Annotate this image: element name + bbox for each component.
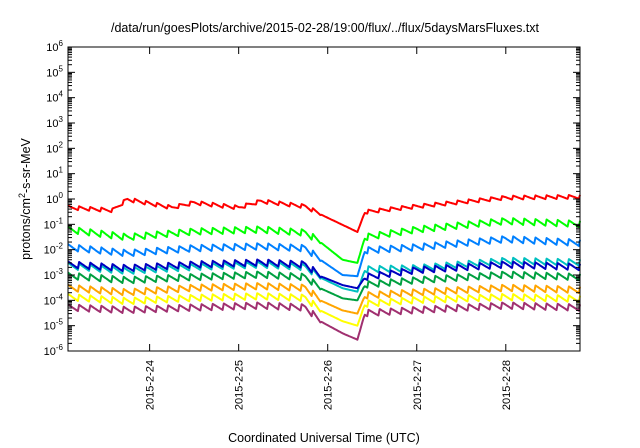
x-tick-label: 2015-2-25 [234, 360, 246, 410]
y-tick-label: 106 [46, 39, 63, 54]
y-axis-label: protons/cm2-s-sr-MeV [17, 137, 33, 259]
x-axis-label: Coordinated Universal Time (UTC) [228, 431, 420, 445]
y-tick-label: 104 [46, 90, 63, 105]
x-tick-label: 2015-2-28 [501, 360, 513, 410]
series-line-2 [67, 217, 581, 264]
y-tick-label: 100 [46, 191, 63, 206]
y-tick-label: 10-2 [44, 242, 64, 257]
y-tick-label: 103 [46, 115, 63, 130]
series-line-8 [67, 292, 581, 327]
series-line-6 [67, 270, 581, 302]
y-axis: 10-6 10-5 10-4 10-3 10-2 10-1 100 101 102 103 104 1… [44, 39, 580, 358]
x-tick-label: 2015-2-26 [323, 360, 335, 410]
x-tick-label: 2015-2-27 [412, 360, 424, 410]
series-line-7 [67, 282, 581, 315]
y-axis-label-sup: 2 [17, 193, 27, 198]
plot-frame [67, 46, 581, 352]
y-tick-label: 10-6 [44, 343, 64, 358]
chart-title: /data/run/goesPlots/archive/2015-02-28/1… [111, 21, 540, 35]
y-tick-label: 10-3 [44, 267, 64, 282]
series-line-5 [67, 258, 581, 290]
y-tick-label: 10-1 [44, 216, 64, 231]
y-tick-label: 105 [46, 64, 63, 79]
y-tick-label: 102 [46, 140, 63, 155]
series-line-9 [67, 301, 581, 341]
x-tick-label: 2015-2-24 [145, 360, 157, 410]
y-axis-label-rest: -s-sr-MeV [19, 137, 33, 193]
y-tick-label: 10-4 [44, 292, 64, 307]
series-layer [67, 194, 581, 341]
series-line-4 [67, 256, 581, 293]
y-axis-label-main: protons/cm [19, 198, 33, 260]
y-tick-label: 101 [46, 166, 63, 181]
series-line-1 [67, 194, 581, 233]
x-axis: 2015-2-24 2015-2-25 2015-2-26 2015-2-27 2015… [145, 47, 513, 410]
y-tick-label: 10-5 [44, 318, 64, 333]
series-line-3 [67, 235, 581, 278]
